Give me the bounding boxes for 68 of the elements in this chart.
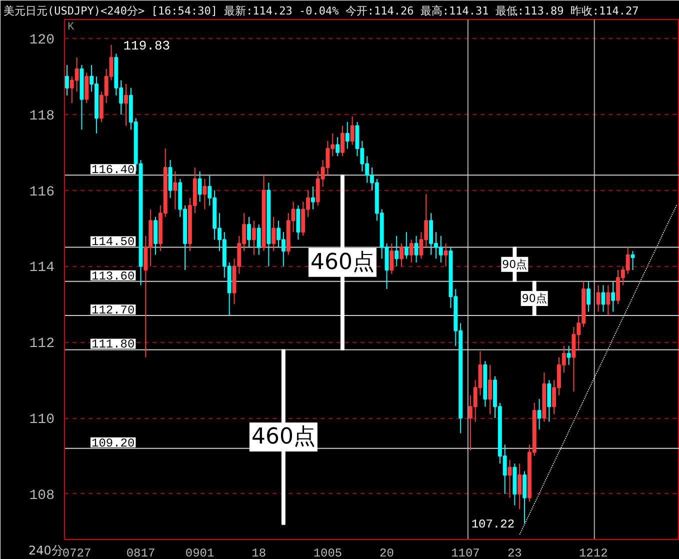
- candlestick: [350, 116, 354, 146]
- candlestick: [198, 170, 202, 202]
- chart-title: 美元日元(USDJPY)<240分> [16:54:30] 最新:114.23 -0.04% 今开:114.26 最高:114.31 最低:113.89 昨收:114.27: [4, 4, 639, 18]
- candlestick: [296, 204, 300, 240]
- candlestick: [168, 159, 172, 198]
- annotation: K: [68, 22, 74, 34]
- x-tick-label: 0727: [62, 546, 92, 559]
- candlestick: [522, 470, 526, 524]
- annotation: 90点: [502, 258, 528, 271]
- ref-line-label: 114.50: [92, 235, 135, 250]
- ref-line-label: 116.40: [92, 163, 135, 178]
- candlestick: [202, 178, 207, 210]
- x-tick-label: 1212: [579, 546, 608, 559]
- ref-line-label: 109.20: [92, 436, 135, 450]
- y-tick-label: 116: [29, 184, 55, 200]
- x-tick-label: 1005: [313, 546, 342, 559]
- annotation: 460点: [310, 250, 374, 275]
- x-tick-label: 23: [507, 546, 522, 559]
- candlestick: [154, 216, 158, 256]
- candlestick: [256, 224, 261, 256]
- candlestick: [630, 250, 635, 271]
- candlestick: [272, 216, 276, 252]
- candlestick: [547, 380, 552, 422]
- candlestick: [400, 242, 404, 267]
- candlestick: [64, 64, 69, 96]
- annotation: 90点: [522, 292, 547, 305]
- ref-line-label: 111.80: [92, 338, 135, 352]
- y-tick-label: 110: [29, 412, 55, 428]
- x-tick-label: 1107: [451, 546, 480, 559]
- candlestick: [611, 280, 616, 312]
- candlestick: [336, 136, 340, 157]
- annotation: 119.83: [123, 38, 170, 54]
- x-tick-label: 18: [252, 546, 266, 559]
- candlestick: [409, 239, 414, 263]
- y-tick-label: 118: [29, 108, 55, 124]
- x-tick-label: 20: [380, 546, 394, 559]
- candlestick: [508, 459, 512, 498]
- candlestick: [247, 216, 251, 248]
- y-tick-label: 108: [29, 488, 55, 504]
- annotation: 107.22: [471, 518, 515, 532]
- candlestick: [84, 72, 89, 104]
- annotation: 460点: [251, 424, 316, 450]
- ref-line-label: 113.60: [92, 269, 135, 284]
- candlestick: [310, 186, 315, 210]
- x-tick-label: 0901: [185, 546, 214, 559]
- candlestick: [566, 345, 571, 366]
- y-tick-label: 112: [29, 336, 55, 352]
- y-tick-label: 114: [29, 260, 55, 276]
- candlestick: [596, 284, 600, 312]
- candlestick: [518, 463, 522, 510]
- text: 240分: [28, 544, 64, 558]
- candlestick: [345, 121, 350, 150]
- ref-line-label: 112.70: [92, 304, 135, 318]
- candlestick: [444, 242, 448, 267]
- x-tick-label: 0817: [126, 546, 156, 559]
- y-tick-label: 120: [29, 32, 55, 48]
- candlestick: [173, 170, 178, 210]
- candlestick: [606, 284, 610, 316]
- candlestick: [340, 125, 344, 157]
- candlestick: [390, 242, 394, 274]
- candlestick: [414, 235, 418, 263]
- candlestick: [537, 398, 542, 430]
- candlestick: [586, 280, 590, 312]
- candlestick: [394, 235, 399, 267]
- candlestick: [404, 232, 408, 260]
- candlestick: [252, 220, 256, 256]
- candlestick: [124, 84, 128, 126]
- candlestick: [488, 364, 492, 415]
